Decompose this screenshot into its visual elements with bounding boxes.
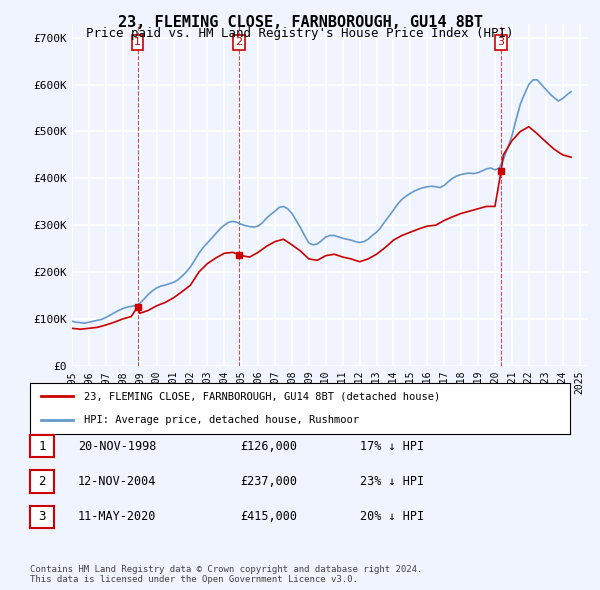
Text: 20% ↓ HPI: 20% ↓ HPI — [360, 510, 424, 523]
Text: 11-MAY-2020: 11-MAY-2020 — [78, 510, 157, 523]
Text: 2: 2 — [38, 475, 46, 488]
Text: 1: 1 — [38, 440, 46, 453]
Text: 20-NOV-1998: 20-NOV-1998 — [78, 440, 157, 453]
Text: £415,000: £415,000 — [240, 510, 297, 523]
Text: Contains HM Land Registry data © Crown copyright and database right 2024.
This d: Contains HM Land Registry data © Crown c… — [30, 565, 422, 584]
Text: HPI: Average price, detached house, Rushmoor: HPI: Average price, detached house, Rush… — [84, 415, 359, 425]
Text: 3: 3 — [38, 510, 46, 523]
Text: 23, FLEMING CLOSE, FARNBOROUGH, GU14 8BT (detached house): 23, FLEMING CLOSE, FARNBOROUGH, GU14 8BT… — [84, 391, 440, 401]
Text: £237,000: £237,000 — [240, 475, 297, 488]
Text: 17% ↓ HPI: 17% ↓ HPI — [360, 440, 424, 453]
Text: 2: 2 — [235, 37, 242, 47]
Text: 23, FLEMING CLOSE, FARNBOROUGH, GU14 8BT: 23, FLEMING CLOSE, FARNBOROUGH, GU14 8BT — [118, 15, 482, 30]
Text: 3: 3 — [497, 37, 505, 47]
Text: 1: 1 — [134, 37, 141, 47]
Text: Price paid vs. HM Land Registry's House Price Index (HPI): Price paid vs. HM Land Registry's House … — [86, 27, 514, 40]
Text: 23% ↓ HPI: 23% ↓ HPI — [360, 475, 424, 488]
Text: 12-NOV-2004: 12-NOV-2004 — [78, 475, 157, 488]
Text: £126,000: £126,000 — [240, 440, 297, 453]
